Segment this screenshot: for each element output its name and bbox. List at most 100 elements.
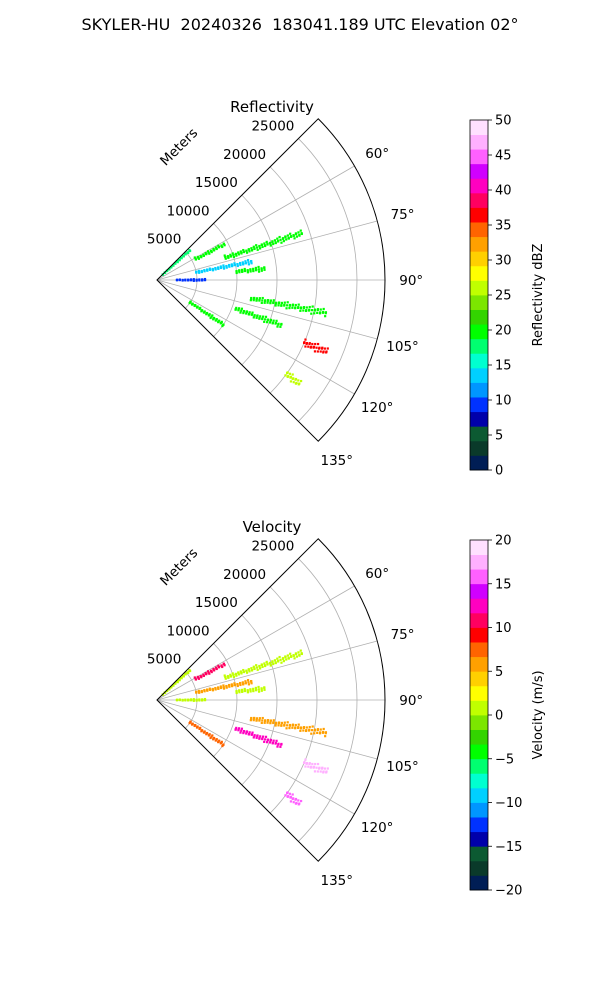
panel2-echo-gate <box>237 671 240 674</box>
panel2-echo-gate <box>242 668 245 672</box>
panel2-echo-gate <box>214 739 217 742</box>
panel1-echo-gate <box>214 268 217 271</box>
panel2-echo-gate <box>205 672 208 676</box>
panel1-echo-gate <box>288 306 291 310</box>
panel1-echo-gate <box>211 269 215 272</box>
panel1-echo-gate <box>238 269 241 272</box>
panel2-echo-gate <box>263 740 266 743</box>
panel1-colorbar-swatch <box>470 309 488 325</box>
panel2-echo-gate <box>280 661 283 664</box>
panel2-echo-gate <box>235 691 238 695</box>
panel1-echo-gate <box>249 268 252 271</box>
panel2-echo-gate <box>260 663 263 666</box>
panel2-echo-gate <box>211 687 214 691</box>
panel1-echo-gate <box>197 257 200 260</box>
panel2-echo-gate <box>273 659 277 662</box>
panel1-angle-tick-label: 60° <box>365 146 389 162</box>
panel2-echo-gate <box>245 730 249 733</box>
panel1-echo-gate <box>266 301 269 304</box>
panel1-echo-gate <box>258 244 261 248</box>
panel1-echo-gate <box>283 301 286 304</box>
panel1-echo-gate <box>229 255 232 258</box>
panel2-echo-gate <box>237 728 240 731</box>
panel1-echo-gate <box>316 311 319 314</box>
panel2-colorbar-swatch <box>470 700 488 716</box>
panel1-echo-gate <box>256 314 259 317</box>
panel1-echo-gate <box>205 312 208 316</box>
panel1-echo-gate <box>265 321 269 324</box>
panel2-colorbar-swatch <box>470 729 488 745</box>
panel2-echo-gate <box>254 686 257 690</box>
panel2-echo-gate <box>276 657 279 660</box>
panel1-echo-gate <box>200 310 203 313</box>
panel2-echo-gate <box>265 660 268 664</box>
panel2-radial-tick-label: 20000 <box>223 567 266 583</box>
panel2-echo-gate <box>308 728 311 731</box>
panel2-echo <box>284 791 303 806</box>
panel2-echo-gate <box>181 699 184 702</box>
panel1-echo-gate <box>252 299 255 302</box>
panel2-echo <box>175 697 207 702</box>
panel1-echo-gate <box>246 259 250 262</box>
panel2-echo-gate <box>249 690 252 693</box>
panel2-echo-gate <box>271 660 274 663</box>
panel2-echo-gate <box>311 725 314 728</box>
panel1-echo-gate <box>322 350 325 353</box>
panel2-echo-gate <box>208 672 211 675</box>
panel2-echo-gate <box>259 667 262 670</box>
panel2-echo-gate <box>232 675 235 679</box>
panel2-colorbar-swatch <box>470 656 488 672</box>
panel2-echo-gate <box>310 732 313 735</box>
panel1-radial-tick-label: 5000 <box>147 232 181 248</box>
panel2-echo-gate <box>260 721 263 724</box>
panel1-echo-gate <box>319 311 322 314</box>
panel1-echo-gate <box>313 312 316 315</box>
panel1-echo-gate <box>239 311 242 314</box>
panel2-echo-gate <box>240 729 243 732</box>
panel1-echo-gate <box>253 247 256 250</box>
panel1-echo-gate <box>260 301 263 304</box>
panel2-echo-gate <box>188 669 192 673</box>
panel1-echo-gate <box>283 303 286 306</box>
panel2-echo-gate <box>269 721 272 724</box>
panel2-echo-gate <box>178 698 181 702</box>
panel2-echo-gate <box>285 658 288 661</box>
panel2-echo-gate <box>219 686 223 689</box>
panel1-echo-gate <box>257 268 260 271</box>
panel1-colorbar-swatch <box>470 192 488 208</box>
panel2-colorbar-swatch <box>470 831 488 847</box>
panel2-echo-gate <box>297 799 300 802</box>
panel2-echo-gate <box>302 726 306 729</box>
panel2-echo-gate <box>263 721 266 724</box>
panel2-colorbar-tick-label: −20 <box>495 884 522 899</box>
panel1-echo-gate <box>291 303 295 306</box>
panel1-echo-gate <box>278 235 281 239</box>
panel2-echo-gate <box>319 770 322 773</box>
panel2-echo-gate <box>258 737 261 740</box>
panel1-echo-gate <box>203 278 207 281</box>
panel1-colorbar-swatch <box>470 149 488 165</box>
panel1-echo <box>249 296 328 318</box>
panel2-colorbar-swatch <box>470 583 488 599</box>
panel1-echo <box>302 338 329 354</box>
panel2-echo-gate <box>263 686 266 689</box>
panel2-echo-gate <box>215 667 218 670</box>
panel2-echo-gate <box>269 738 273 741</box>
panel1-echo-gate <box>294 232 297 235</box>
panel1-echo-gate <box>242 311 245 315</box>
panel1-echo-gate <box>289 375 293 379</box>
panel2-echo-gate <box>255 666 259 669</box>
panel2-echo-gate <box>297 723 300 726</box>
panel1-colorbar-swatch <box>470 280 488 296</box>
panel1-echo-gate <box>242 250 245 253</box>
panel2-grid-spoke <box>156 585 355 701</box>
panel1-echo-gate <box>181 279 184 282</box>
panel2-echo-gate <box>297 726 300 729</box>
panel2-echo-gate <box>239 683 242 687</box>
panel2-echo-gate <box>243 689 246 692</box>
panel1-echo-gate <box>259 315 262 318</box>
panel2-echo-gate <box>266 721 269 724</box>
panel2-echo-gate <box>303 761 306 764</box>
panel2-echo-gate <box>195 691 198 694</box>
panel1-echo-gate <box>235 254 238 257</box>
